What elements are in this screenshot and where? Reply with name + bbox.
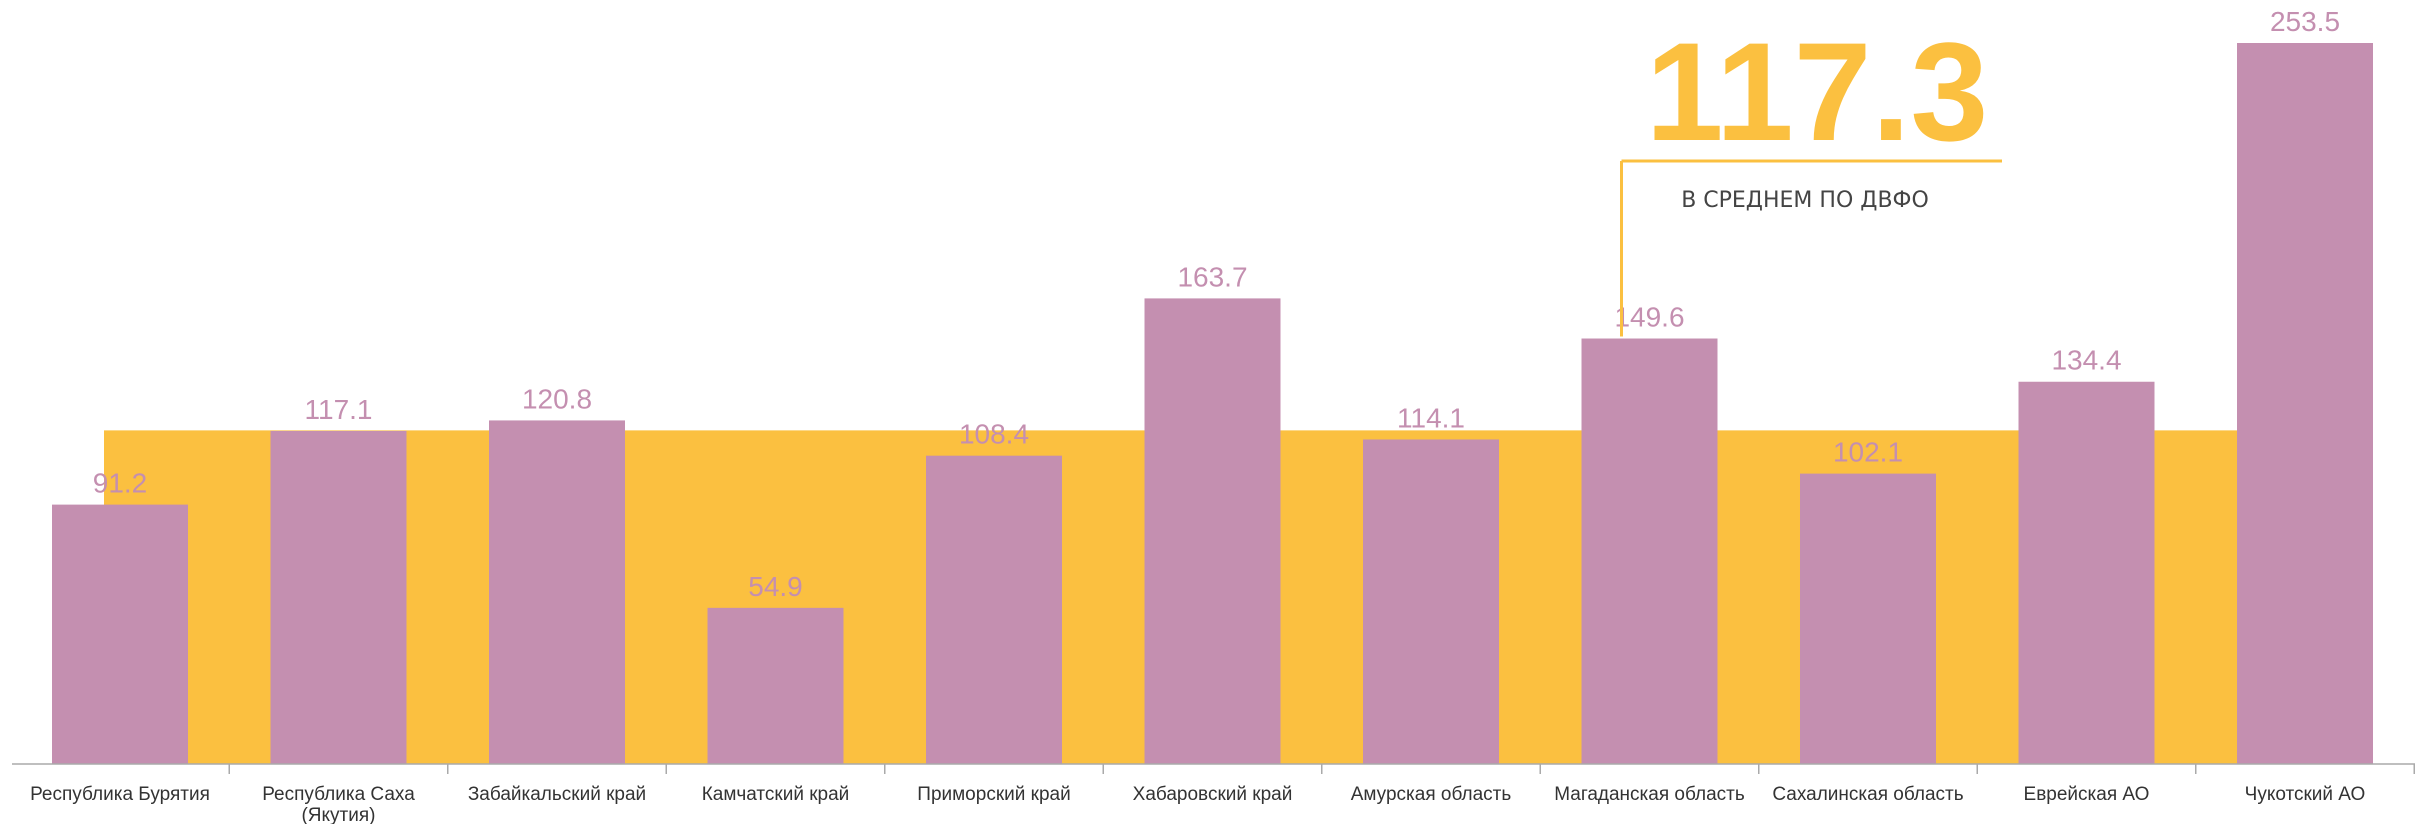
x-tick-label: Еврейская АО	[2024, 784, 2150, 805]
value-labels-layer: 91.2 117.1 120.8 54.9 108.4 163.7 114.1 149.6 10…	[93, 6, 2340, 602]
value-label: 102.1	[1833, 437, 1903, 468]
x-axis: Республика Бурятия Республика Саха (Якутия…	[12, 763, 2415, 824]
bars-layer	[52, 43, 2373, 764]
bar	[2237, 43, 2373, 764]
x-tick-label: Республика Бурятия	[30, 784, 210, 805]
bar	[1581, 338, 1718, 764]
x-tick-label: Республика Саха (Якутия)	[262, 784, 415, 824]
x-tick-label: Сахалинская область	[1772, 784, 1963, 805]
average-annotation: 117.3 В СРЕДНЕМ ПО ДВФО	[1620, 13, 2002, 337]
value-label: 117.1	[305, 394, 373, 425]
x-tick-label: Чукотский АО	[2245, 784, 2366, 805]
x-tick-label: Камчатский край	[702, 784, 850, 805]
bar	[1800, 473, 1936, 764]
value-label: 149.6	[1614, 302, 1684, 333]
average-caption: В СРЕДНЕМ ПО ДВФО	[1681, 188, 1929, 213]
bar	[270, 430, 407, 764]
x-tick-label: Забайкальский край	[468, 784, 646, 805]
value-label: 120.8	[522, 383, 592, 414]
value-label: 91.2	[93, 468, 148, 499]
x-tick-label: Магаданская область	[1554, 784, 1745, 805]
x-tick-label: Приморский край	[917, 784, 1070, 805]
bar	[926, 455, 1062, 764]
bar	[1363, 439, 1499, 764]
bar	[489, 420, 625, 764]
bar	[52, 504, 188, 764]
bar	[2018, 381, 2155, 764]
average-value: 117.3	[1646, 13, 1989, 170]
value-label: 253.5	[2270, 6, 2340, 37]
bar	[707, 607, 844, 764]
bar	[1144, 298, 1281, 764]
value-label: 114.1	[1397, 402, 1465, 433]
x-tick-label: Амурская область	[1351, 784, 1512, 805]
value-label: 54.9	[748, 571, 803, 602]
value-label: 108.4	[959, 419, 1029, 450]
x-tick-label: Хабаровский край	[1133, 784, 1293, 805]
value-label: 163.7	[1177, 261, 1247, 292]
value-label: 134.4	[2051, 345, 2121, 376]
